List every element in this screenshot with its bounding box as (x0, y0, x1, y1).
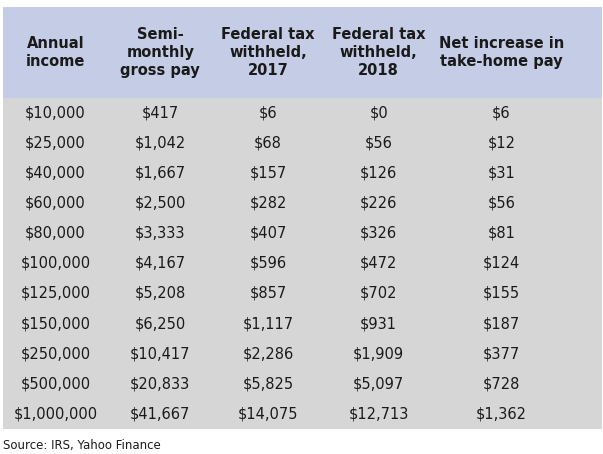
Text: $150,000: $150,000 (21, 316, 90, 331)
Text: $4,167: $4,167 (134, 256, 186, 271)
Bar (3, 7, 602, 98)
Text: $500,000: $500,000 (21, 376, 90, 391)
Text: Net increase in
take-home pay: Net increase in take-home pay (439, 36, 564, 69)
Text: $282: $282 (249, 196, 286, 211)
Text: $81: $81 (488, 226, 516, 241)
Text: $728: $728 (483, 376, 520, 391)
Text: $377: $377 (483, 346, 520, 361)
Text: $0: $0 (370, 105, 388, 120)
Text: $1,000,000: $1,000,000 (13, 406, 98, 421)
Text: $1,909: $1,909 (353, 346, 404, 361)
Text: Source: IRS, Yahoo Finance: Source: IRS, Yahoo Finance (3, 439, 161, 452)
Bar (3, 369, 602, 399)
Text: $1,362: $1,362 (476, 406, 527, 421)
Text: $6: $6 (492, 105, 511, 120)
Bar (3, 278, 602, 309)
Text: $56: $56 (488, 196, 516, 211)
Text: $68: $68 (254, 135, 282, 150)
Text: $1,042: $1,042 (134, 135, 186, 150)
Text: $40,000: $40,000 (25, 165, 86, 180)
Text: $596: $596 (250, 256, 286, 271)
Bar (3, 128, 602, 158)
Bar (3, 158, 602, 188)
Text: $226: $226 (360, 196, 397, 211)
Text: $10,417: $10,417 (130, 346, 191, 361)
Text: $5,097: $5,097 (353, 376, 405, 391)
Text: $2,286: $2,286 (242, 346, 294, 361)
Text: $126: $126 (360, 165, 397, 180)
Text: $14,075: $14,075 (238, 406, 298, 421)
Text: $20,833: $20,833 (130, 376, 191, 391)
Text: $25,000: $25,000 (25, 135, 86, 150)
Text: Federal tax
withheld,
2018: Federal tax withheld, 2018 (332, 27, 426, 78)
Text: $12: $12 (487, 135, 516, 150)
Text: $12,713: $12,713 (349, 406, 409, 421)
Text: $41,667: $41,667 (130, 406, 191, 421)
Text: $931: $931 (360, 316, 397, 331)
Text: $31: $31 (488, 165, 516, 180)
Text: $157: $157 (250, 165, 286, 180)
Text: Federal tax
withheld,
2017: Federal tax withheld, 2017 (221, 27, 315, 78)
Bar (3, 339, 602, 369)
Text: $56: $56 (365, 135, 393, 150)
Bar (3, 188, 602, 218)
Text: $2,500: $2,500 (134, 196, 186, 211)
Text: $10,000: $10,000 (25, 105, 86, 120)
Text: $80,000: $80,000 (25, 226, 86, 241)
Text: $3,333: $3,333 (135, 226, 186, 241)
Text: $857: $857 (250, 286, 286, 301)
Text: $407: $407 (249, 226, 286, 241)
Bar (3, 399, 602, 429)
Bar (3, 248, 602, 278)
Text: $187: $187 (483, 316, 520, 331)
Text: $250,000: $250,000 (21, 346, 90, 361)
Text: $1,667: $1,667 (134, 165, 186, 180)
Text: $125,000: $125,000 (21, 286, 90, 301)
Text: $417: $417 (142, 105, 179, 120)
Text: $472: $472 (360, 256, 397, 271)
Text: $5,208: $5,208 (134, 286, 186, 301)
Bar (3, 218, 602, 248)
Text: $702: $702 (360, 286, 397, 301)
Text: $5,825: $5,825 (242, 376, 294, 391)
Text: $1,117: $1,117 (242, 316, 294, 331)
Text: $6,250: $6,250 (134, 316, 186, 331)
Text: $60,000: $60,000 (25, 196, 86, 211)
Text: Annual
income: Annual income (26, 36, 85, 69)
Text: $155: $155 (483, 286, 520, 301)
Text: Semi-
monthly
gross pay: Semi- monthly gross pay (121, 27, 200, 78)
Bar (3, 309, 602, 339)
Text: $326: $326 (360, 226, 397, 241)
Bar (3, 98, 602, 128)
Text: $100,000: $100,000 (21, 256, 90, 271)
Text: $124: $124 (483, 256, 520, 271)
Text: $6: $6 (259, 105, 277, 120)
